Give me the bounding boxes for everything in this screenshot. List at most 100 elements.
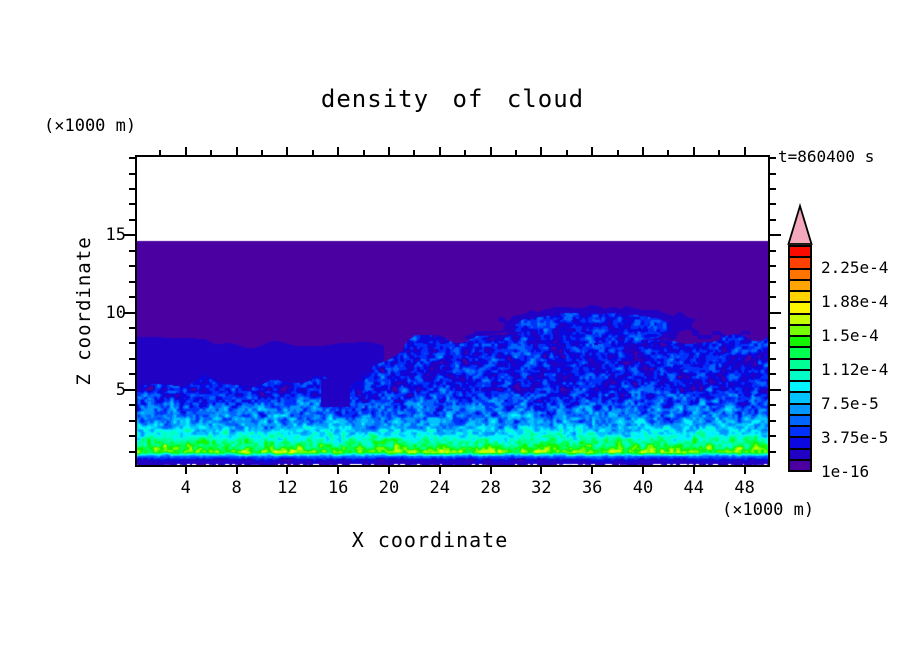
tick-mark [770, 388, 781, 391]
tick-mark [129, 203, 135, 206]
tick-mark [337, 467, 340, 474]
tick-mark [642, 147, 644, 155]
tick-mark [124, 311, 135, 314]
tick-mark [184, 467, 187, 474]
tick-mark [129, 187, 135, 190]
tick-mark [743, 147, 746, 155]
tick-mark [286, 467, 289, 474]
x-tick-label: 40 [632, 478, 654, 498]
tick-mark [770, 357, 776, 360]
x-tick-label: 36 [581, 478, 603, 498]
colorbar-cell [790, 335, 810, 347]
tick-mark [770, 404, 776, 407]
tick-mark [464, 150, 467, 155]
tick-mark [129, 218, 135, 221]
tick-mark [129, 280, 135, 283]
tick-mark [642, 467, 644, 474]
tick-mark [124, 388, 135, 391]
colorbar-cell [790, 267, 810, 279]
colorbar-tick-label: 2.25e-4 [821, 257, 889, 277]
colorbar-tick-label: 1.5e-4 [821, 325, 879, 345]
tick-mark [311, 150, 314, 155]
colorbar-cell [790, 391, 810, 403]
tick-mark [770, 373, 776, 376]
plot-frame [135, 155, 770, 467]
tick-mark [129, 172, 135, 175]
colorbar-cell [790, 357, 810, 369]
tick-mark [129, 296, 135, 299]
tick-mark [591, 467, 594, 474]
tick-mark [591, 147, 594, 155]
tick-mark [770, 187, 776, 190]
tick-mark [770, 265, 776, 268]
tick-mark [159, 150, 162, 155]
tick-mark [770, 203, 776, 206]
y-tick-label: 15 [105, 225, 126, 246]
colorbar-cell [790, 447, 810, 459]
colorbar [788, 245, 812, 472]
colorbar-cell [790, 402, 810, 414]
tick-mark [261, 150, 263, 155]
colorbar-cell [790, 368, 810, 380]
tick-mark [129, 450, 135, 453]
tick-mark [286, 147, 289, 155]
x-tick-label: 48 [734, 478, 755, 498]
colorbar-cell [790, 458, 810, 470]
tick-mark [565, 150, 568, 155]
tick-mark [692, 467, 695, 474]
tick-mark [337, 147, 340, 155]
tick-mark [129, 326, 135, 329]
tick-mark [362, 150, 365, 155]
tick-mark [129, 404, 135, 407]
tick-mark [388, 147, 390, 155]
x-tick-label: 44 [683, 478, 705, 498]
x-tick-label: 20 [378, 478, 400, 498]
tick-mark [129, 157, 135, 160]
colorbar-cell [790, 278, 810, 290]
x-tick-label: 32 [531, 478, 552, 498]
colorbar-tick-label: 1.12e-4 [821, 359, 889, 379]
colorbar-tick-label: 3.75e-5 [821, 427, 889, 447]
x-axis-label: X coordinate [351, 528, 509, 552]
tick-mark [616, 150, 619, 155]
tick-mark [235, 467, 238, 474]
timestamp-label: t=860400 s [778, 147, 875, 166]
tick-mark [438, 147, 441, 155]
tick-mark [540, 467, 543, 474]
x-axis-unit-label: (×1000 m) [722, 500, 815, 520]
tick-mark [388, 467, 390, 474]
colorbar-cell [790, 290, 810, 302]
x-tick-label: 16 [327, 478, 349, 498]
tick-mark [129, 342, 135, 345]
tick-mark [235, 147, 238, 155]
colorbar-cell [790, 323, 810, 335]
tick-mark [129, 435, 135, 438]
x-tick-label: 24 [429, 478, 451, 498]
tick-mark [540, 147, 543, 155]
tick-mark [438, 467, 441, 474]
tick-mark [124, 234, 135, 237]
colorbar-cell [790, 346, 810, 358]
tick-mark [489, 147, 492, 155]
colorbar-cell [790, 380, 810, 392]
tick-mark [770, 450, 776, 453]
tick-mark [489, 467, 492, 474]
tick-mark [129, 373, 135, 376]
colorbar-cell [790, 436, 810, 448]
x-tick-label: 8 [231, 478, 242, 498]
colorbar-cell [790, 256, 810, 268]
tick-mark [770, 157, 776, 160]
x-tick-label: 28 [480, 478, 501, 498]
colorbar-cell [790, 312, 810, 324]
colorbar-cell [790, 247, 810, 257]
tick-mark [129, 419, 135, 422]
colorbar-cell [790, 425, 810, 437]
colorbar-tick-label: 1e-16 [821, 462, 870, 481]
tick-mark [210, 150, 213, 155]
colorbar-cell [790, 301, 810, 313]
tick-mark [770, 326, 776, 329]
tick-mark [743, 467, 746, 474]
tick-mark [770, 234, 781, 237]
tick-mark [770, 419, 776, 422]
density-field-canvas [136, 156, 769, 466]
